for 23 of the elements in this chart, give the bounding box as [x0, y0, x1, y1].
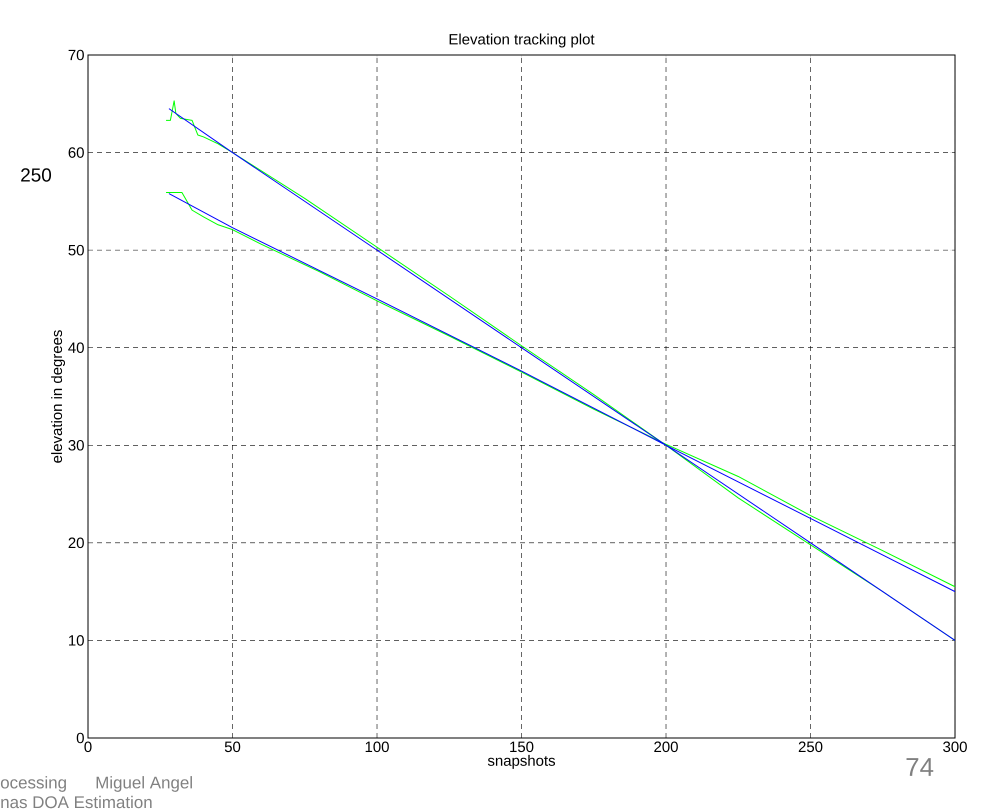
text: nas DOA Estimation — [1, 796, 152, 808]
x-tick-label: 50 — [224, 742, 240, 752]
text: ocessing — [0, 776, 66, 792]
x-tick-label: 100 — [366, 742, 389, 752]
text: 74 — [906, 758, 934, 776]
x-tick-label: 300 — [943, 742, 967, 752]
y-tick-label: 60 — [68, 147, 84, 158]
y-tick-label: 10 — [69, 635, 84, 646]
y-tick-label: 70 — [68, 50, 84, 60]
y-tick-label: 0 — [76, 732, 84, 744]
chart-title: Elevation tracking plot — [450, 34, 594, 48]
text: 250 — [21, 168, 52, 182]
x-tick-label: 0 — [84, 742, 92, 752]
y-tick-label: 20 — [68, 538, 84, 548]
x-tick-label: 150 — [510, 742, 534, 752]
x-tick-label: 200 — [654, 742, 678, 752]
y-tick-label: 50 — [68, 244, 84, 256]
y-tick-label: 40 — [68, 342, 84, 353]
x-tick-label: 250 — [798, 742, 822, 752]
y-axis-title: elevation in degrees — [51, 330, 66, 463]
y-tick-label: 30 — [68, 440, 84, 451]
x-axis-title: snapshots — [488, 754, 556, 769]
text: Miguel Angel — [96, 776, 192, 792]
